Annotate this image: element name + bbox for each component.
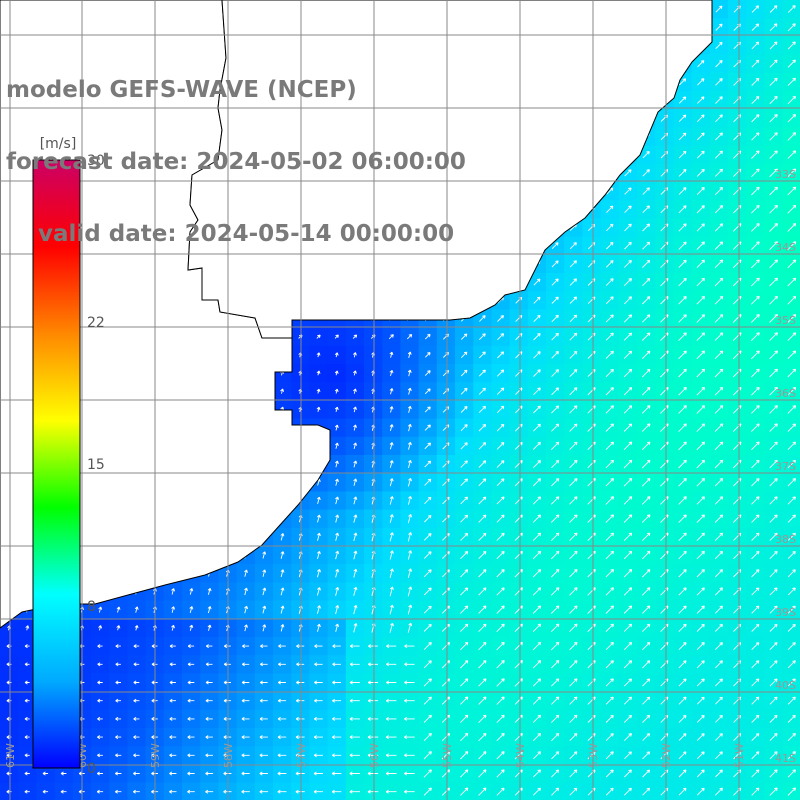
wind-arrow	[787, 41, 796, 50]
title-model: modelo GEFS-WAVE (NCEP)	[6, 77, 357, 103]
wind-arrow	[751, 23, 760, 32]
lon-label: 57W	[295, 743, 308, 768]
lon-label: 54W	[514, 743, 527, 768]
wind-cell	[782, 782, 800, 800]
title-valid-date: valid date: 2024-05-14 00:00:00	[6, 221, 455, 247]
lat-label: 39S	[775, 606, 796, 619]
lat-label: 36S	[775, 387, 796, 400]
lat-label: 34S	[775, 241, 796, 254]
colorbar-tick-label: 0	[87, 761, 96, 777]
wind-arrow	[787, 23, 796, 32]
wind-arrow	[769, 23, 778, 32]
wind-arrow	[751, 41, 760, 50]
lon-label: 61W	[4, 743, 17, 768]
lat-label: 41S	[775, 752, 796, 765]
colorbar-tick-label: 15	[87, 457, 105, 473]
colorbar-tick-label: 8	[87, 599, 96, 615]
lon-label: 56W	[368, 743, 381, 768]
wind-arrow	[769, 59, 778, 68]
title-forecast-date: forecast date: 2024-05-02 06:00:00	[6, 149, 466, 175]
wind-arrow	[787, 5, 796, 13]
lat-label: 38S	[775, 533, 796, 546]
wind-arrow	[769, 41, 778, 50]
wind-arrow	[697, 60, 705, 68]
lon-label: 53W	[587, 743, 600, 768]
colorbar-tick-label: 22	[87, 315, 105, 331]
lon-label: 51W	[733, 743, 746, 768]
lat-label: 40S	[775, 679, 796, 692]
wind-arrow	[787, 59, 796, 68]
wind-arrow	[715, 23, 723, 31]
lat-label: 37S	[775, 460, 796, 473]
wind-arrow	[715, 5, 723, 13]
wind-arrow	[769, 5, 778, 13]
wind-arrow	[715, 41, 723, 50]
lat-label: 33S	[775, 168, 796, 181]
wind-arrow	[751, 5, 760, 13]
lat-label: 35S	[775, 314, 796, 327]
wind-arrow	[751, 59, 760, 68]
wind-arrow	[715, 59, 723, 68]
lon-label: 55W	[441, 743, 454, 768]
lon-label: 58W	[222, 743, 235, 768]
map-title: modelo GEFS-WAVE (NCEP) forecast date: 2…	[6, 30, 466, 270]
lon-label: 52W	[660, 743, 673, 768]
lon-label: 59W	[149, 743, 162, 768]
